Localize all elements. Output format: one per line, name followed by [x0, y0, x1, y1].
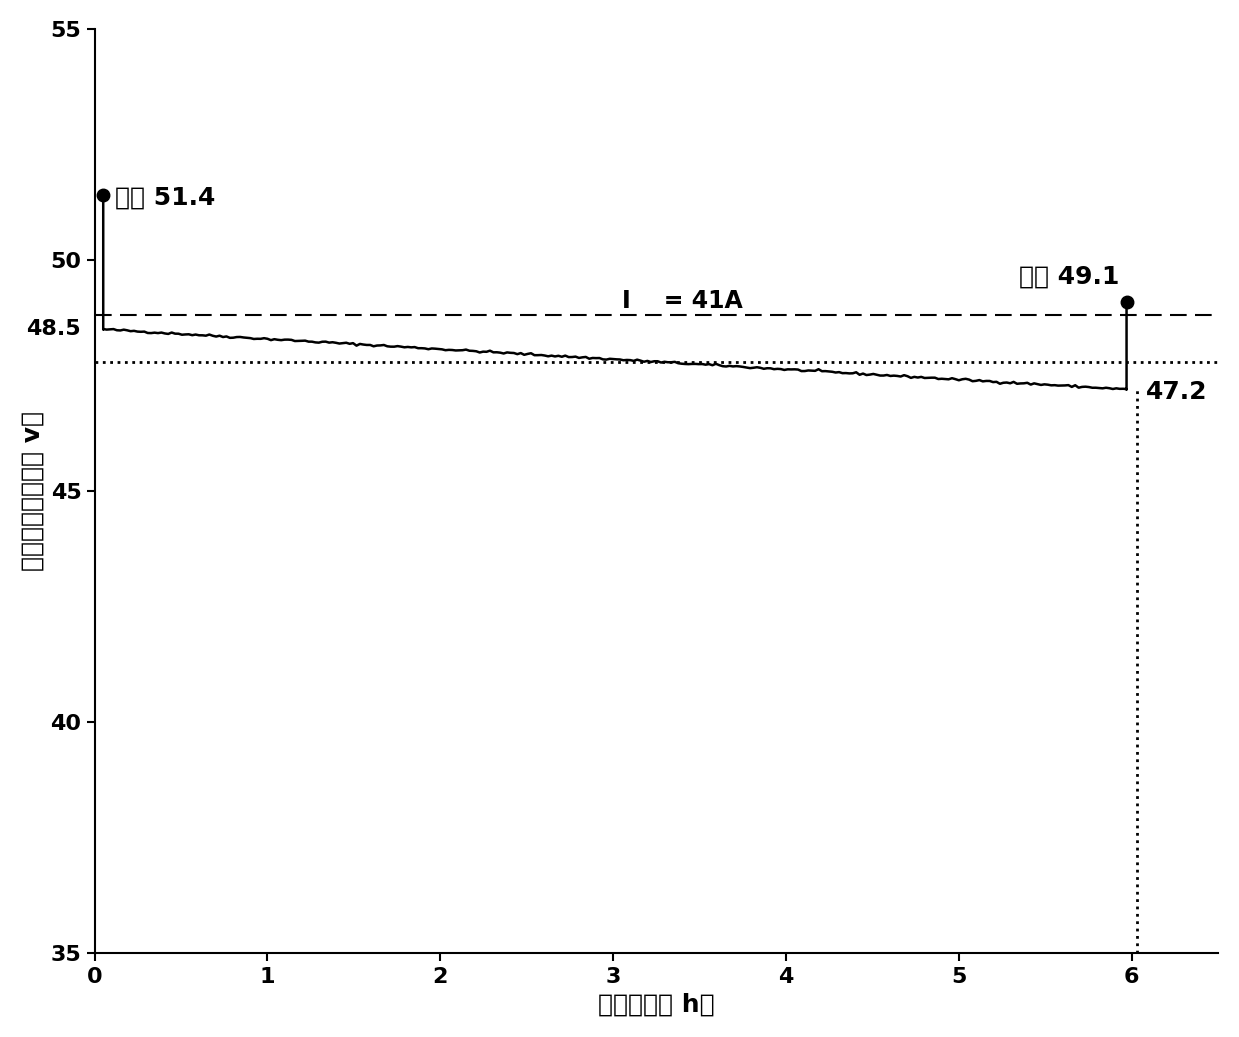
Text: 48.5: 48.5	[26, 319, 81, 339]
Text: 开路 49.1: 开路 49.1	[1020, 264, 1120, 288]
Y-axis label: 蓄电池组端电压（ v）: 蓄电池组端电压（ v）	[21, 411, 45, 571]
Text: 开路 51.4: 开路 51.4	[115, 186, 216, 209]
Text: 47.2: 47.2	[1146, 380, 1207, 403]
Text: I    = 41A: I = 41A	[622, 288, 742, 313]
X-axis label: 放电时间（ h）: 放电时间（ h）	[598, 992, 715, 1016]
